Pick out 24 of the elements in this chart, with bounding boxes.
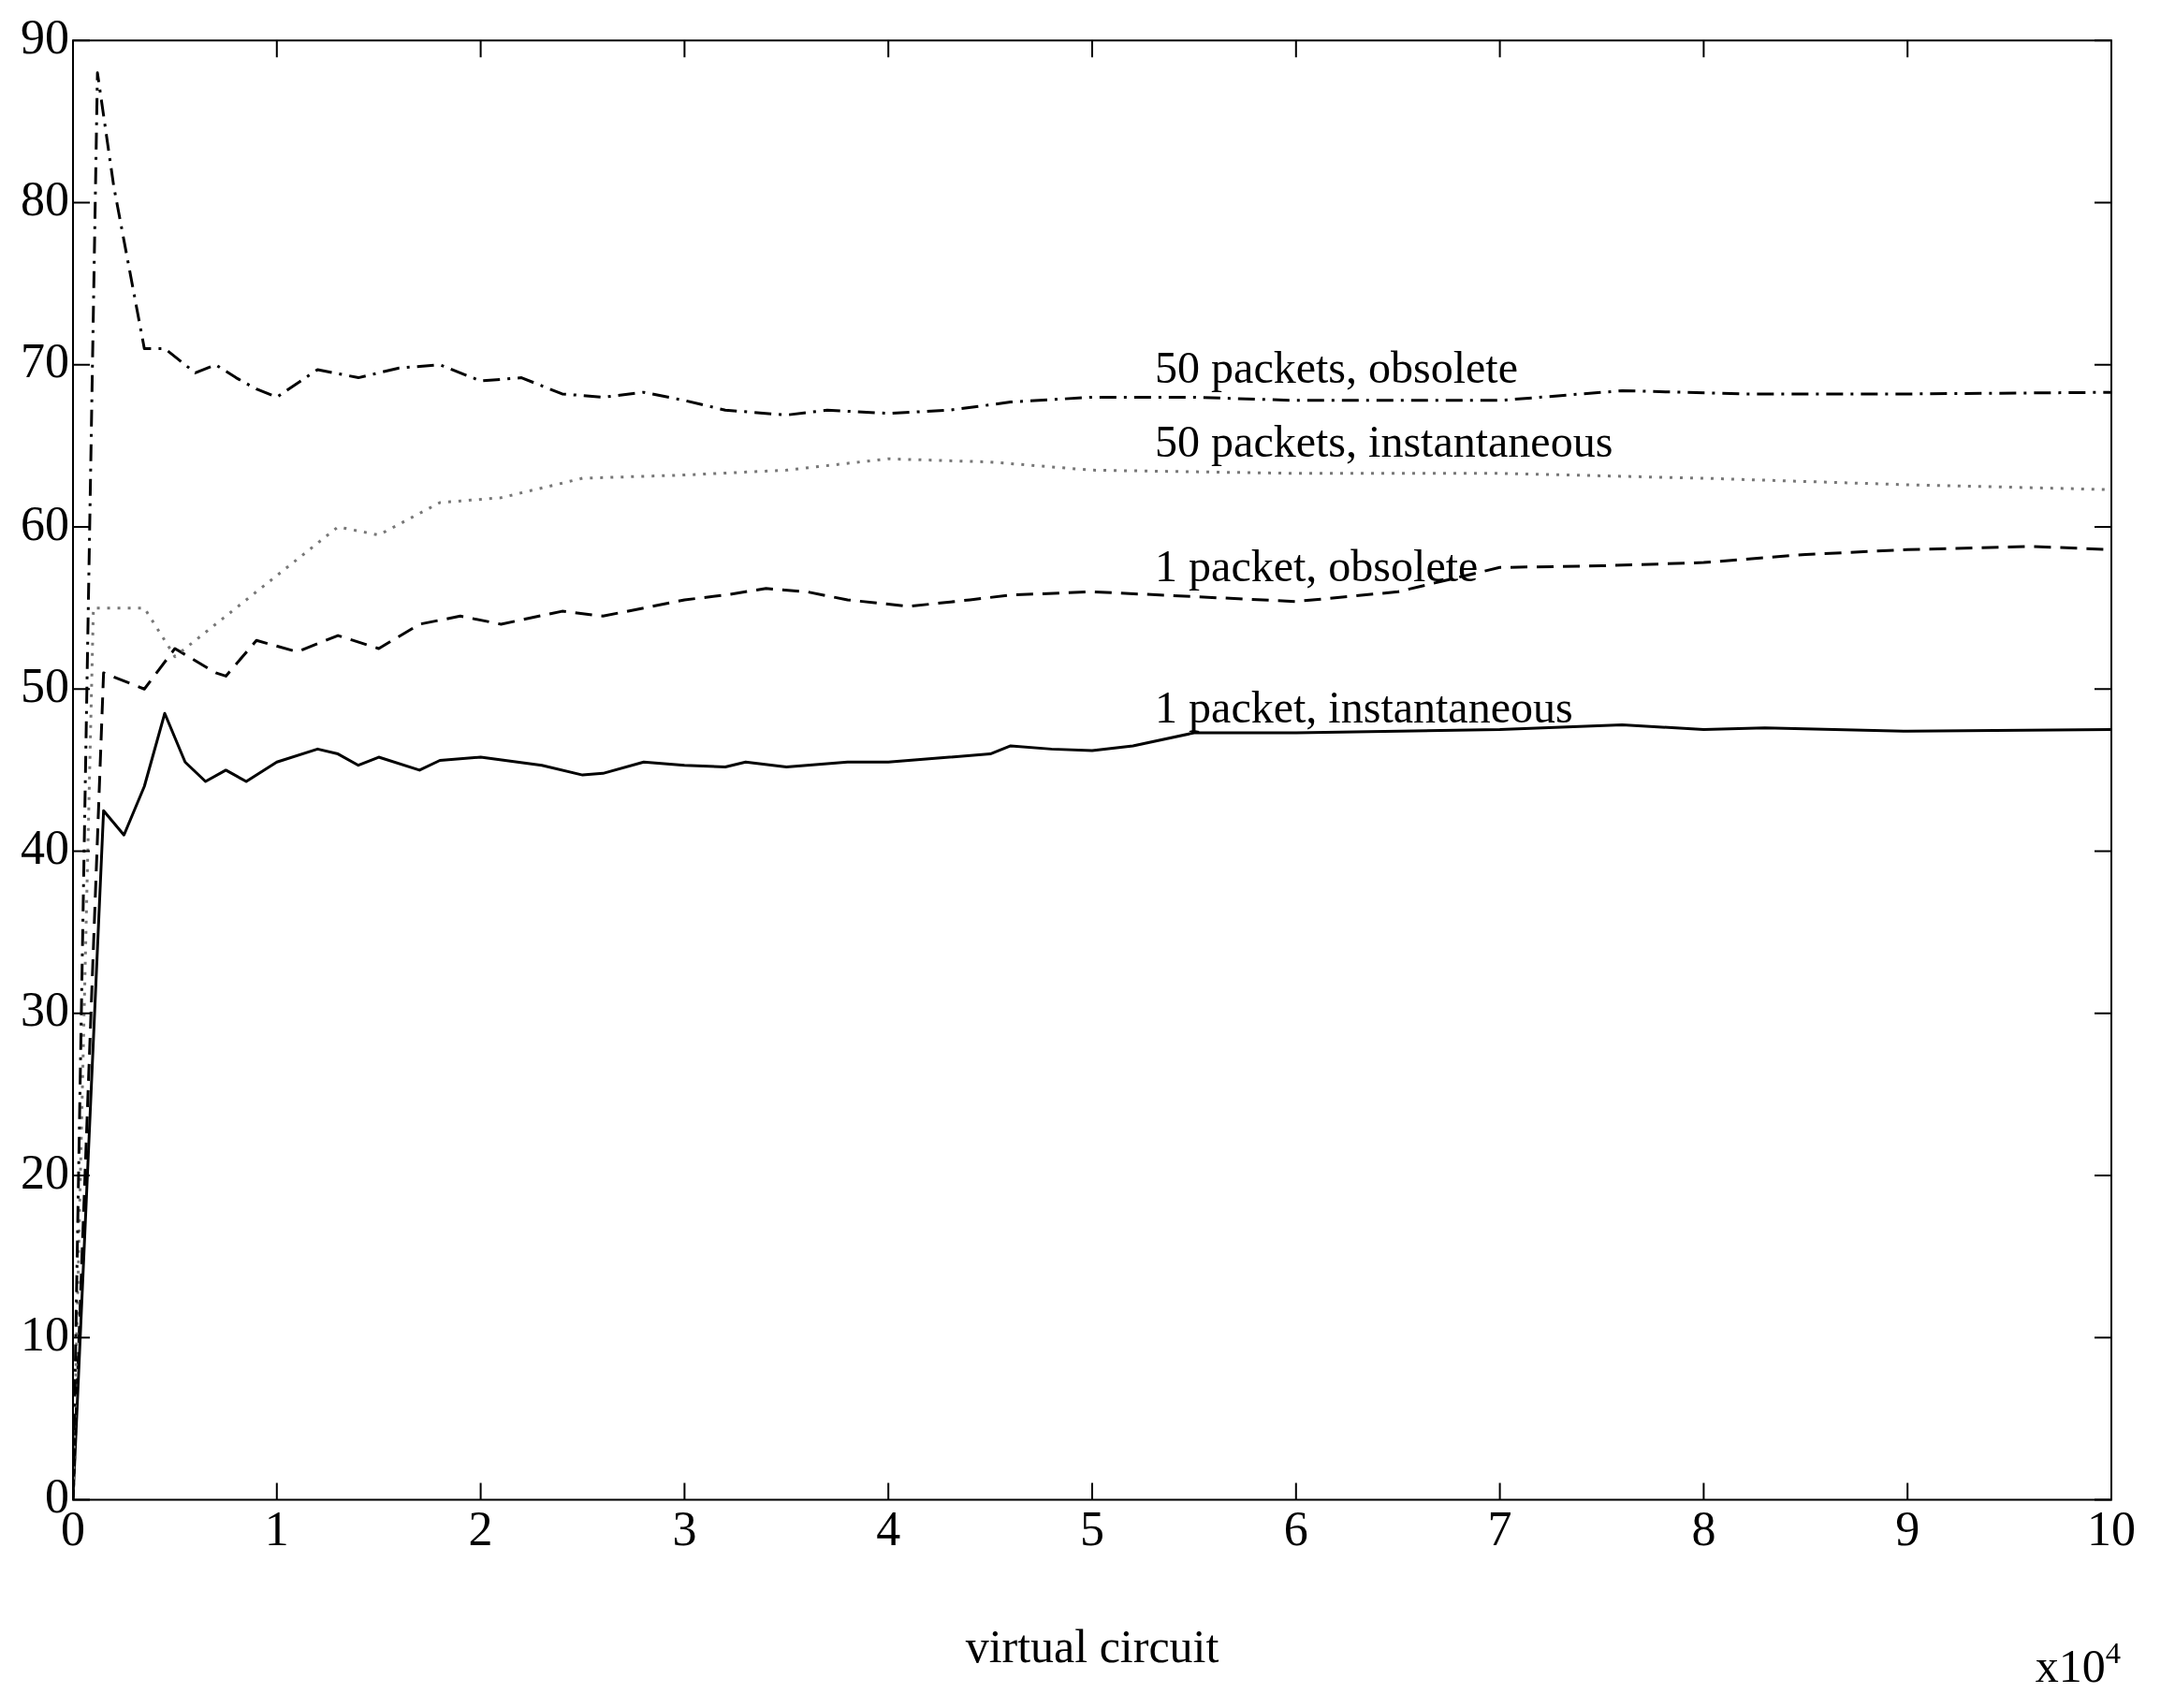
x-tick-label: 1 xyxy=(264,1502,289,1556)
y-tick-label: 20 xyxy=(21,1145,69,1199)
series-label: 1 packet, instantaneous xyxy=(1155,682,1573,733)
x-tick-label: 5 xyxy=(1080,1502,1104,1556)
x-tick-label: 8 xyxy=(1691,1502,1716,1556)
series-label: 1 packet, obsolete xyxy=(1155,541,1479,591)
x-axis-title: virtual circuit xyxy=(965,1620,1219,1673)
x-tick-label: 10 xyxy=(2087,1502,2136,1556)
series-label: 50 packets, obsolete xyxy=(1155,343,1519,392)
y-tick-label: 70 xyxy=(21,334,69,388)
x-tick-label: 9 xyxy=(1895,1502,1920,1556)
x-tick-label: 6 xyxy=(1283,1502,1308,1556)
y-tick-label: 60 xyxy=(21,496,69,550)
y-tick-label: 80 xyxy=(21,172,69,226)
series-label: 50 packets, instantaneous xyxy=(1155,416,1613,467)
x-tick-label: 2 xyxy=(468,1502,493,1556)
x-tick-label: 3 xyxy=(672,1502,697,1556)
y-tick-label: 50 xyxy=(21,658,69,712)
y-tick-label: 40 xyxy=(21,821,69,875)
y-tick-label: 10 xyxy=(21,1307,69,1361)
x-tick-label: 7 xyxy=(1487,1502,1512,1556)
y-tick-label: 90 xyxy=(21,9,69,64)
x-tick-label: 4 xyxy=(876,1502,901,1556)
y-tick-label: 30 xyxy=(21,983,69,1037)
